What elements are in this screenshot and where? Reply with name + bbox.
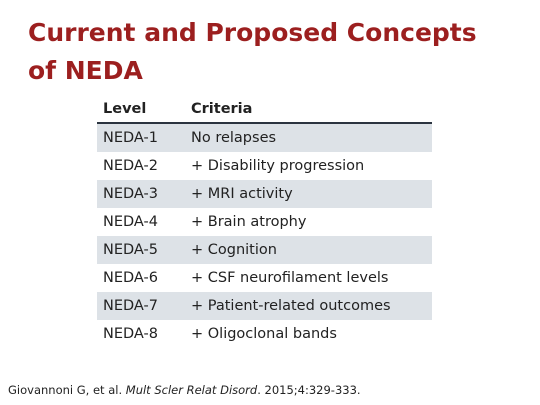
criteria-cell: + MRI activity — [185, 180, 432, 208]
table-head: Level Criteria — [97, 96, 432, 124]
column-header: Level — [97, 96, 185, 124]
table-row: NEDA-5 + Cognition — [97, 236, 432, 264]
table-row: NEDA-4 + Brain atrophy — [97, 208, 432, 236]
table-row: NEDA-2 + Disability progression — [97, 152, 432, 180]
level-cell: NEDA-8 — [103, 326, 158, 342]
citation-details: . 2015;4:329-333. — [257, 383, 361, 397]
citation-journal: Mult Scler Relat Disord — [125, 383, 258, 397]
column-header: Criteria — [185, 96, 432, 124]
title-line: Current and Proposed Concepts — [28, 18, 477, 47]
table-body: NEDA-1 No relapses NEDA-2 + Disability prog… — [97, 123, 432, 348]
table-row: NEDA-1 No relapses — [97, 123, 432, 152]
header-row: Level Criteria — [97, 96, 432, 124]
citation-authors: Giovannoni G, et al. — [8, 383, 126, 397]
table-row: NEDA-6 + CSF neurofilament levels — [97, 264, 432, 292]
criteria-cell: + Patient-related outcomes — [185, 292, 432, 320]
level-cell: NEDA-6 — [103, 270, 158, 286]
slide-title: Current and Proposed Concepts of NEDA — [28, 14, 477, 90]
criteria-cell: + CSF neurofilament levels — [191, 270, 389, 286]
criteria-cell: + Disability progression — [191, 158, 365, 174]
criteria-cell: + Cognition — [185, 236, 432, 264]
criteria-cell: No relapses — [185, 123, 432, 152]
criteria-cell: + Oligoclonal bands — [191, 326, 337, 342]
table-row: NEDA-8 + Oligoclonal bands — [97, 320, 432, 348]
citation: Giovannoni G, et al. Mult Scler Relat Di… — [8, 383, 361, 397]
criteria-table: Level Criteria NEDA-1 No relapses NEDA-2 + … — [97, 96, 432, 348]
level-cell: NEDA-5 — [97, 236, 185, 264]
level-cell: NEDA-4 — [103, 214, 158, 230]
level-cell: NEDA-7 — [97, 292, 185, 320]
level-cell: NEDA-2 — [103, 158, 158, 174]
table-row: NEDA-3 + MRI activity — [97, 180, 432, 208]
level-cell: NEDA-3 — [97, 180, 185, 208]
criteria-cell: + Brain atrophy — [191, 214, 307, 230]
table-row: NEDA-7 + Patient-related outcomes — [97, 292, 432, 320]
title-line: of NEDA — [28, 56, 143, 85]
level-cell: NEDA-1 — [97, 123, 185, 152]
